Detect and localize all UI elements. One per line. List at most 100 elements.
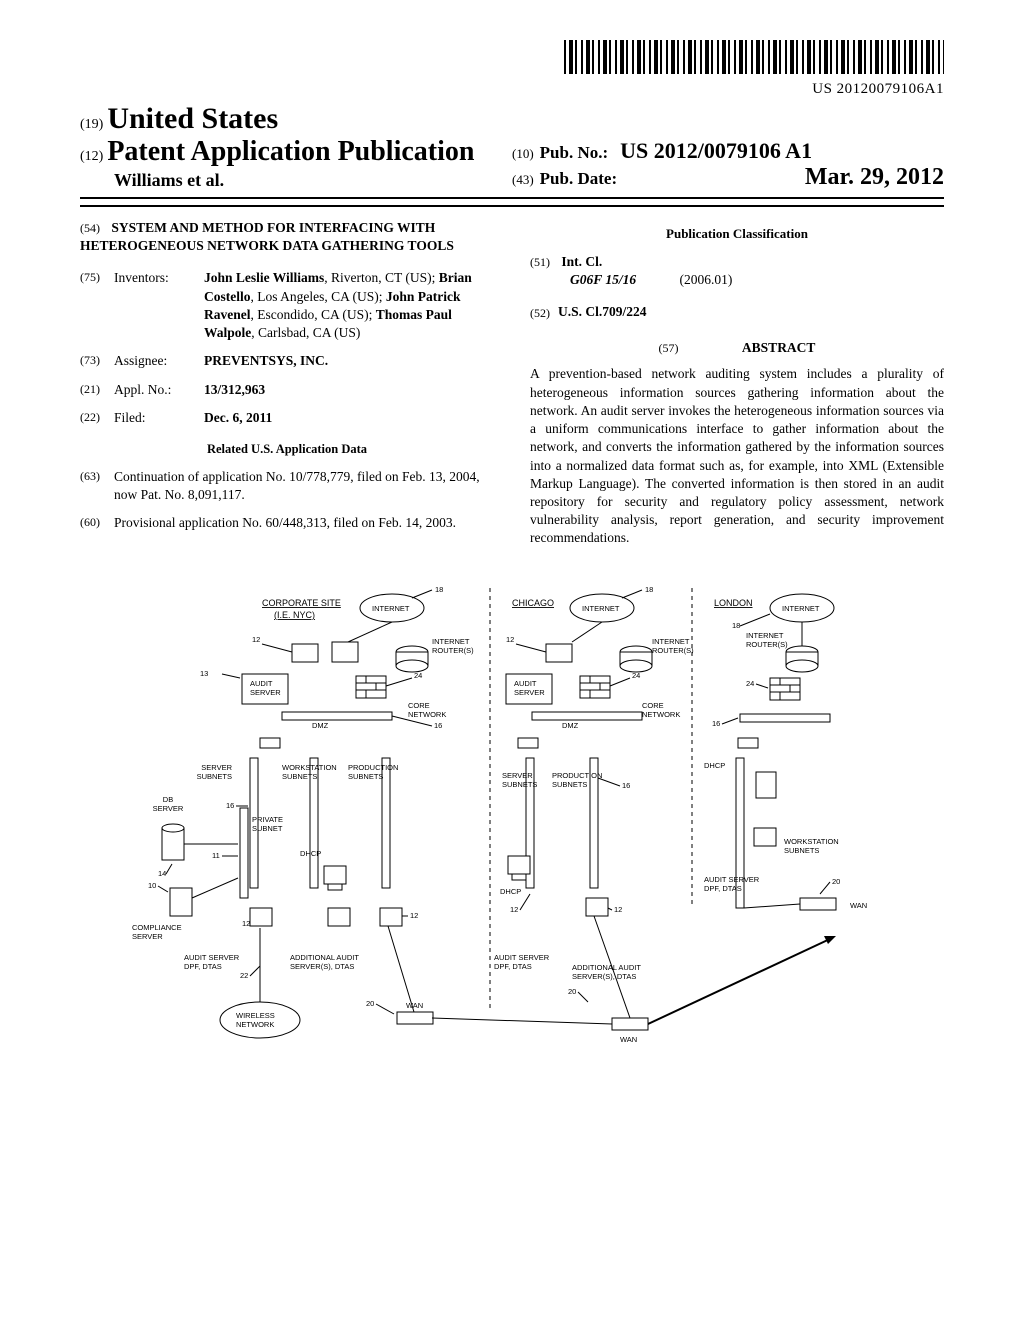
svg-text:12: 12 (242, 919, 250, 928)
barcode-area: US 20120079106A1 (80, 40, 944, 98)
svg-text:WORKSTATIONSUBNETS: WORKSTATIONSUBNETS (282, 763, 337, 781)
barcode (564, 40, 944, 74)
svg-text:LONDON: LONDON (714, 598, 753, 608)
svg-text:14: 14 (158, 869, 166, 878)
svg-text:WORKSTATIONSUBNETS: WORKSTATIONSUBNETS (784, 837, 839, 855)
continuation-field: (63) Continuation of application No. 10/… (80, 468, 494, 504)
inventors-value: John Leslie Williams, Riverton, CT (US);… (204, 269, 494, 342)
svg-text:ADDITIONAL AUDITSERVER(S), DTA: ADDITIONAL AUDITSERVER(S), DTAS (572, 963, 641, 981)
svg-text:WAN: WAN (850, 901, 867, 910)
svg-text:20: 20 (832, 877, 840, 886)
pubno-value: US 2012/0079106 A1 (620, 138, 812, 164)
svg-text:16: 16 (434, 721, 442, 730)
intcl-field: (51) Int. Cl. G06F 15/16 (2006.01) (530, 253, 944, 289)
svg-text:INTERNETROUTER(S): INTERNETROUTER(S) (432, 637, 474, 655)
svg-text:12: 12 (614, 905, 622, 914)
related-heading: Related U.S. Application Data (80, 441, 494, 458)
svg-text:CORENETWORK: CORENETWORK (642, 701, 680, 719)
svg-text:12: 12 (410, 911, 418, 920)
applno-field: (21) Appl. No.: 13/312,963 (80, 381, 494, 399)
svg-text:WAN: WAN (406, 1001, 423, 1010)
patent-page: US 20120079106A1 (19) United States (12)… (0, 0, 1024, 1133)
network-diagram: CORPORATE SITE (I.E. NYC) INTERNET 18 AU… (132, 578, 892, 1088)
svg-text:24: 24 (632, 671, 640, 680)
left-column: (54) SYSTEM AND METHOD FOR INTERFACING W… (80, 219, 494, 548)
header-right: (10) Pub. No.: US 2012/0079106 A1 (43) P… (512, 138, 944, 191)
inventors-num: (75) (80, 269, 114, 342)
svg-text:SERVERSUBNETS: SERVERSUBNETS (197, 763, 233, 781)
doc-type: Patent Application Publication (107, 136, 474, 167)
pubclass-heading: Publication Classification (530, 225, 944, 243)
prov-num: (60) (80, 514, 114, 532)
applno-value: 13/312,963 (204, 381, 494, 399)
svg-text:DMZ: DMZ (312, 721, 329, 730)
cont-text: Continuation of application No. 10/778,7… (114, 468, 494, 504)
svg-text:DBSERVER: DBSERVER (153, 795, 184, 813)
svg-text:18: 18 (645, 585, 653, 594)
svg-text:18: 18 (435, 585, 443, 594)
applno-label: Appl. No.: (114, 381, 204, 399)
intcl-label: Int. Cl. (561, 254, 602, 269)
svg-text:AUDIT SERVERDPF, DTAS: AUDIT SERVERDPF, DTAS (704, 875, 760, 893)
svg-text:AUDIT SERVERDPF, DTAS: AUDIT SERVERDPF, DTAS (494, 953, 550, 971)
filed-label: Filed: (114, 409, 204, 427)
inventors-field: (75) Inventors: John Leslie Williams, Ri… (80, 269, 494, 342)
svg-text:PRIVATESUBNET: PRIVATESUBNET (252, 815, 283, 833)
svg-text:WAN: WAN (620, 1035, 637, 1044)
cont-num: (63) (80, 468, 114, 504)
header-rule (80, 205, 944, 207)
intcl-num: (51) (530, 255, 550, 269)
intcl-code: G06F 15/16 (570, 272, 636, 287)
title-num: (54) (80, 221, 100, 235)
assignee-value: PREVENTSYS, INC. (204, 352, 494, 370)
pubno-num: (10) (512, 146, 534, 162)
svg-text:SERVERSUBNETS: SERVERSUBNETS (502, 771, 537, 789)
svg-text:12: 12 (510, 905, 518, 914)
header: (19) United States (12) Patent Applicati… (80, 102, 944, 199)
svg-text:PRODUCTIONSUBNETS: PRODUCTIONSUBNETS (348, 763, 398, 781)
svg-text:DMZ: DMZ (562, 721, 579, 730)
svg-text:COMPLIANCESERVER: COMPLIANCESERVER (132, 923, 182, 941)
pubdate-label: Pub. Date: (540, 169, 617, 189)
assignee-num: (73) (80, 352, 114, 370)
abstract-num: (57) (659, 341, 679, 355)
svg-text:13: 13 (200, 669, 208, 678)
svg-text:24: 24 (746, 679, 754, 688)
uscl-value: 709/224 (602, 303, 646, 321)
abstract-heading: ABSTRACT (742, 340, 816, 355)
intcl-date: (2006.01) (680, 272, 733, 287)
filed-value: Dec. 6, 2011 (204, 409, 494, 427)
title-text: SYSTEM AND METHOD FOR INTERFACING WITH H… (80, 220, 454, 253)
uscl-label: U.S. Cl. (558, 303, 602, 321)
svg-text:DHCP: DHCP (704, 761, 725, 770)
assignee-label: Assignee: (114, 352, 204, 370)
line12-num: (12) (80, 149, 103, 164)
svg-text:WIRELESSNETWORK: WIRELESSNETWORK (236, 1011, 275, 1029)
uscl-num: (52) (530, 305, 550, 321)
svg-text:AUDIT SERVERDPF, DTAS: AUDIT SERVERDPF, DTAS (184, 953, 240, 971)
svg-text:CHICAGO: CHICAGO (512, 598, 554, 608)
provisional-field: (60) Provisional application No. 60/448,… (80, 514, 494, 532)
svg-text:INTERNET: INTERNET (372, 604, 410, 613)
svg-text:16: 16 (622, 781, 630, 790)
svg-text:INTERNETROUTER(S): INTERNETROUTER(S) (652, 637, 694, 655)
svg-text:20: 20 (366, 999, 374, 1008)
prov-text: Provisional application No. 60/448,313, … (114, 514, 494, 532)
pubdate-value: Mar. 29, 2012 (805, 164, 944, 191)
svg-text:22: 22 (240, 971, 248, 980)
svg-text:(I.E. NYC): (I.E. NYC) (274, 610, 315, 620)
svg-text:20: 20 (568, 987, 576, 996)
figure: CORPORATE SITE (I.E. NYC) INTERNET 18 AU… (80, 578, 944, 1093)
svg-text:DHCP: DHCP (500, 887, 521, 896)
assignee-field: (73) Assignee: PREVENTSYS, INC. (80, 352, 494, 370)
svg-text:11: 11 (212, 851, 220, 860)
pubdate-num: (43) (512, 172, 534, 188)
svg-text:24: 24 (414, 671, 422, 680)
svg-text:10: 10 (148, 881, 156, 890)
country: United States (107, 102, 278, 135)
abstract-text: A prevention-based network auditing syst… (530, 365, 944, 547)
columns: (54) SYSTEM AND METHOD FOR INTERFACING W… (80, 219, 944, 548)
svg-text:12: 12 (506, 635, 514, 644)
svg-text:12: 12 (252, 635, 260, 644)
svg-text:CORENETWORK: CORENETWORK (408, 701, 446, 719)
